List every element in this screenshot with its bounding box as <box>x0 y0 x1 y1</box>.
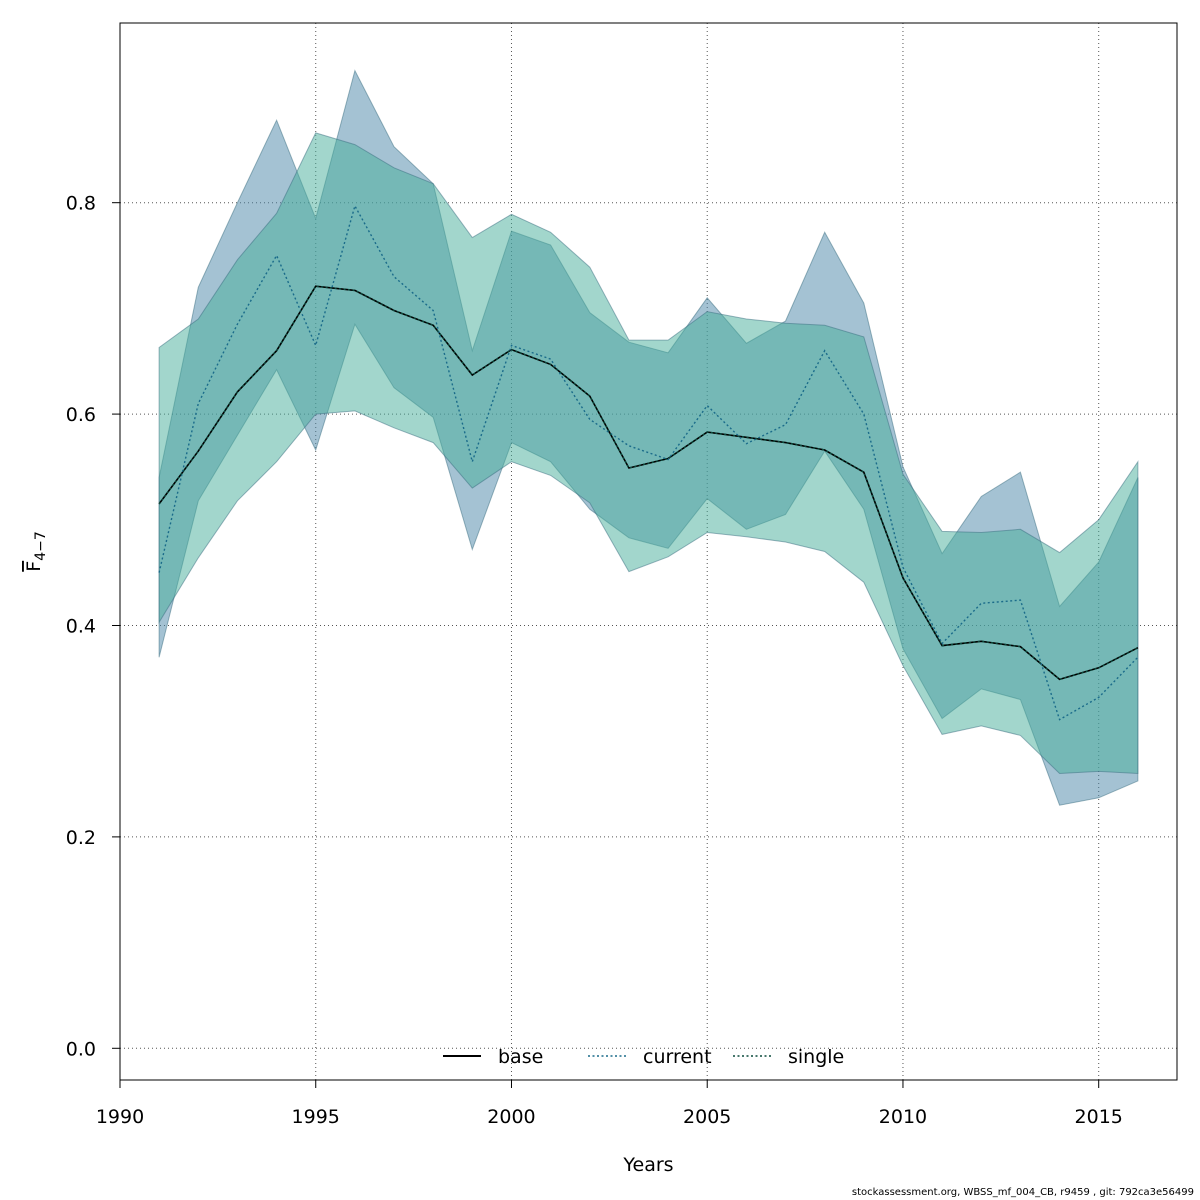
x-axis-title: Years <box>622 1154 673 1176</box>
y-axis-title: F4−7 <box>23 531 49 571</box>
confidence-bands <box>158 69 1139 806</box>
legend: base current single <box>443 1046 844 1068</box>
y-axis-title-subscript: 4−7 <box>33 531 49 561</box>
y-tick-label: 0.0 <box>66 1038 96 1060</box>
y-tick-label: 0.2 <box>66 827 96 849</box>
x-tick-label: 1990 <box>96 1106 144 1128</box>
svg-text:F4−7: F4−7 <box>23 531 49 571</box>
y-tick-label: 0.4 <box>66 615 96 637</box>
x-tick-label: 2000 <box>487 1106 535 1128</box>
legend-label-current: current <box>643 1046 712 1068</box>
confidence-band-2 <box>158 132 1139 775</box>
x-tick-label: 2015 <box>1075 1106 1123 1128</box>
axes: 1990 1995 2000 2005 2010 2015 0.0 0.2 0.4 0.6 0.8 <box>66 193 1123 1128</box>
x-tick-label: 1995 <box>292 1106 340 1128</box>
y-axis-title-main: F <box>23 561 45 572</box>
series-lines <box>158 204 1139 721</box>
y-tick-label: 0.8 <box>66 193 96 215</box>
y-tick-label: 0.6 <box>66 404 96 426</box>
legend-label-base: base <box>498 1046 543 1068</box>
footer-note: stockassessment.org, WBSS_mf_004_CB, r94… <box>851 1187 1194 1198</box>
legend-label-single: single <box>788 1046 844 1068</box>
x-tick-label: 2010 <box>879 1106 927 1128</box>
series-line-single <box>158 285 1139 681</box>
x-tick-label: 2005 <box>683 1106 731 1128</box>
